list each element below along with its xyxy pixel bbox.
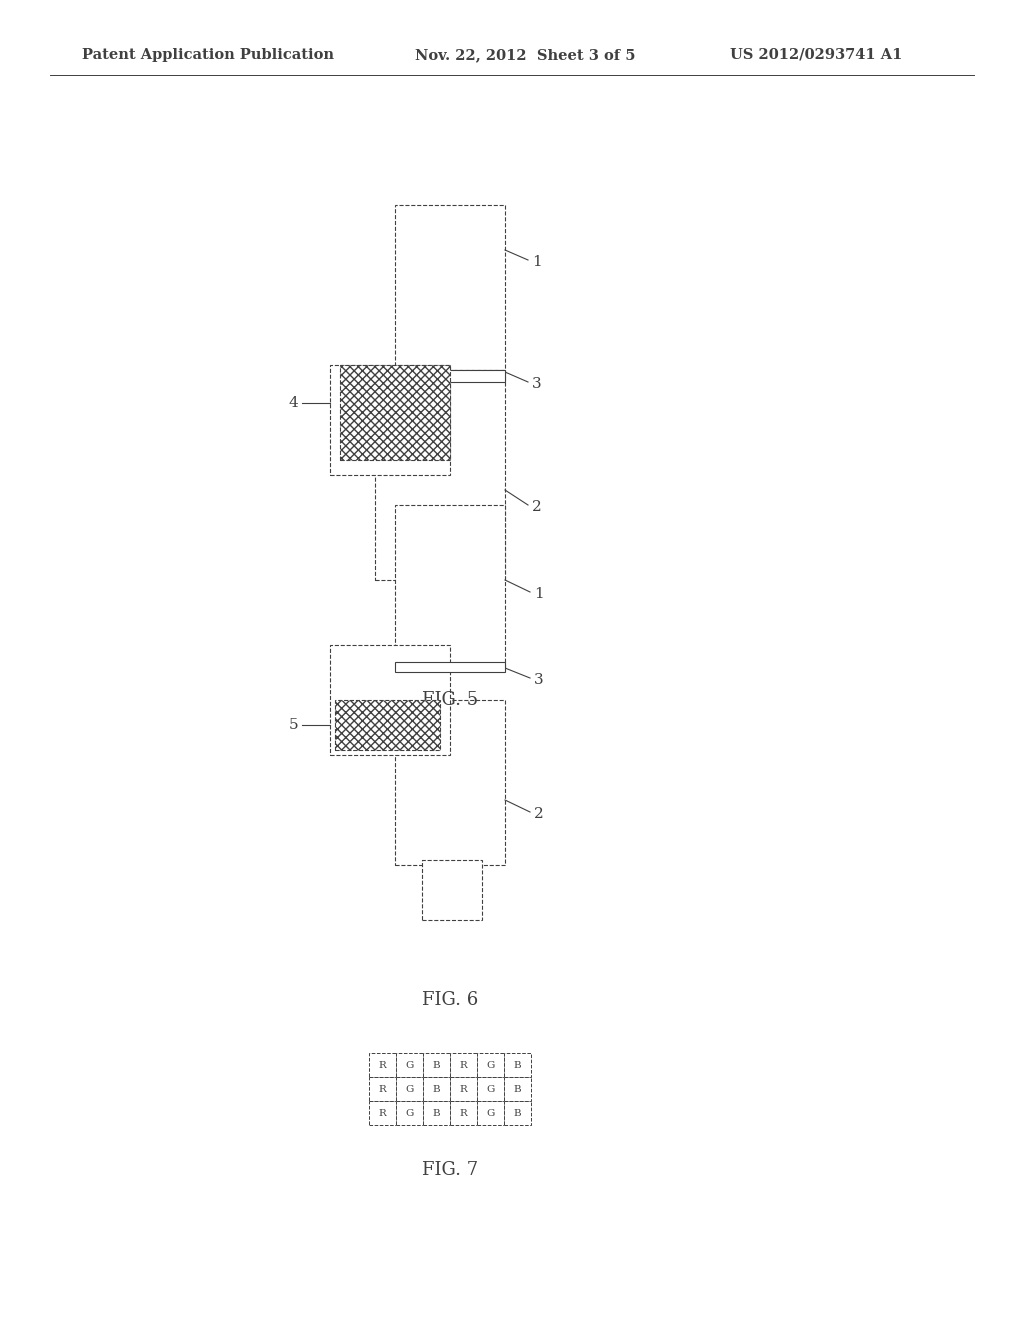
Text: US 2012/0293741 A1: US 2012/0293741 A1 <box>730 48 902 62</box>
Bar <box>369 1077 396 1101</box>
Bar <box>420 576 480 640</box>
Text: R: R <box>379 1060 386 1069</box>
Text: 1: 1 <box>534 587 544 601</box>
Bar <box>477 1077 504 1101</box>
Bar <box>504 1077 531 1101</box>
Text: B: B <box>514 1085 521 1093</box>
Text: R: R <box>460 1060 467 1069</box>
Text: G: G <box>486 1109 495 1118</box>
Bar <box>423 1077 450 1101</box>
Text: G: G <box>406 1085 414 1093</box>
Bar <box>450 1101 477 1125</box>
Bar <box>369 1101 396 1125</box>
Bar <box>395 663 505 672</box>
Text: 3: 3 <box>534 673 544 686</box>
Bar <box>396 1053 423 1077</box>
Text: 2: 2 <box>532 500 542 513</box>
Text: FIG. 6: FIG. 6 <box>422 991 478 1008</box>
Text: R: R <box>460 1085 467 1093</box>
Bar <box>375 370 505 579</box>
Text: 5: 5 <box>289 718 298 733</box>
Text: 1: 1 <box>532 255 542 269</box>
Bar <box>395 506 505 671</box>
Text: B: B <box>433 1060 440 1069</box>
Bar <box>450 1077 477 1101</box>
Text: 3: 3 <box>532 378 542 391</box>
Bar <box>396 1077 423 1101</box>
Text: G: G <box>486 1085 495 1093</box>
Bar <box>423 1101 450 1125</box>
Bar <box>504 1053 531 1077</box>
Bar <box>330 645 450 755</box>
Text: FIG. 7: FIG. 7 <box>422 1162 478 1179</box>
Text: G: G <box>406 1109 414 1118</box>
Bar <box>450 1053 477 1077</box>
Text: 4: 4 <box>288 396 298 411</box>
Bar <box>395 700 505 865</box>
Text: B: B <box>514 1060 521 1069</box>
Bar <box>423 1053 450 1077</box>
Text: Patent Application Publication: Patent Application Publication <box>82 48 334 62</box>
Text: R: R <box>379 1085 386 1093</box>
Bar <box>340 366 450 459</box>
Text: R: R <box>460 1109 467 1118</box>
Bar <box>504 1101 531 1125</box>
Bar <box>395 370 505 381</box>
Bar <box>477 1101 504 1125</box>
Text: FIG. 5: FIG. 5 <box>422 690 478 709</box>
Bar <box>369 1053 396 1077</box>
Text: R: R <box>379 1109 386 1118</box>
Text: G: G <box>406 1060 414 1069</box>
Text: G: G <box>486 1060 495 1069</box>
Bar <box>422 861 482 920</box>
Bar <box>335 700 440 750</box>
Text: B: B <box>514 1109 521 1118</box>
Text: B: B <box>433 1109 440 1118</box>
Text: 2: 2 <box>534 807 544 821</box>
Text: B: B <box>433 1085 440 1093</box>
Text: Nov. 22, 2012  Sheet 3 of 5: Nov. 22, 2012 Sheet 3 of 5 <box>415 48 636 62</box>
Bar <box>477 1053 504 1077</box>
Bar <box>396 1101 423 1125</box>
Bar <box>395 205 505 370</box>
Bar <box>330 366 450 475</box>
